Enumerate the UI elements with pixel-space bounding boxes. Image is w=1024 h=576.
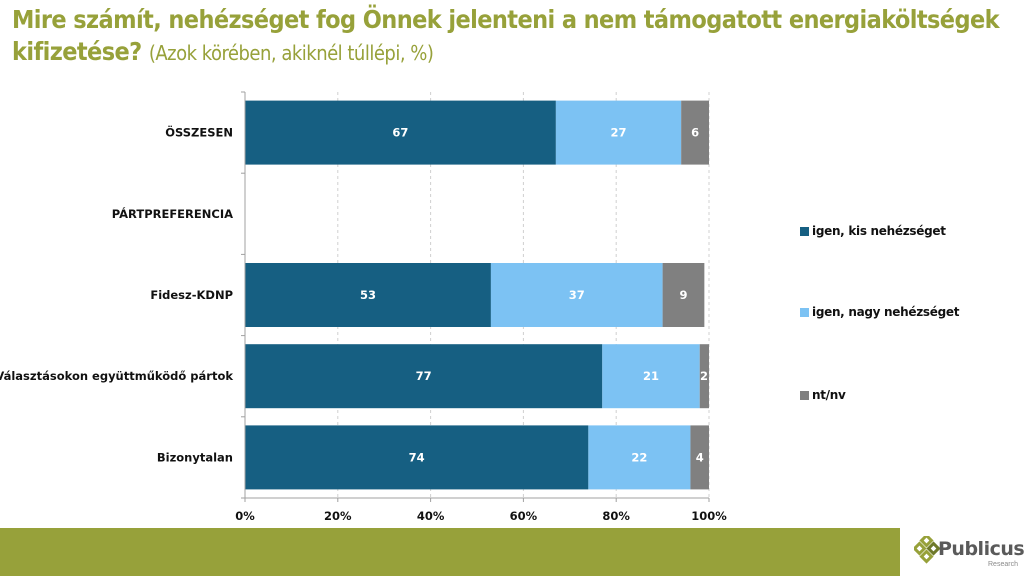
category-label: Bizonytalan (157, 450, 233, 464)
x-tick-label: 0% (235, 509, 255, 523)
data-label: 74 (409, 450, 425, 464)
title-main: Mire számít, nehézséget fog Önnek jelent… (12, 5, 1000, 66)
data-label: 77 (416, 369, 432, 383)
bar-segment (245, 263, 491, 327)
legend-label-ntnv: nt/nv (812, 388, 846, 402)
legend-swatch-ntnv (800, 390, 809, 400)
x-tick-label: 40% (417, 509, 445, 523)
x-tick-label: 60% (510, 509, 538, 523)
publicus-logo: Publicus Research (912, 530, 1024, 574)
legend-item-nagy: igen, nagy nehézséget (800, 305, 959, 319)
bar-segment (245, 425, 589, 490)
bar-segment (490, 263, 663, 327)
legend-label-nagy: igen, nagy nehézséget (812, 305, 960, 319)
legend-swatch-nagy (800, 307, 809, 317)
data-label: 21 (643, 369, 659, 383)
x-tick-label: 80% (602, 509, 630, 523)
category-label: PÁRTPREFERENCIA (112, 206, 233, 221)
bar-segment (681, 100, 709, 165)
data-label: 67 (392, 126, 408, 140)
legend-label-kis: igen, kis nehézséget (812, 224, 946, 238)
slide-title: Mire számít, nehézséget fog Önnek jelent… (12, 4, 1012, 69)
title-subtitle: (Azok körében, akiknél túllépi, %) (148, 41, 434, 65)
bar-segment (245, 100, 556, 165)
data-label: 27 (611, 126, 627, 140)
logo-text: Publicus (938, 538, 1024, 560)
data-label: 22 (631, 450, 647, 464)
legend-item-kis: igen, kis nehézséget (800, 224, 946, 238)
stacked-bar-chart: ÖSSZESEN 67 27 6 PÁRTPREFERENCIA Fidesz-KDNP 5… (0, 91, 727, 523)
bar-segment (690, 425, 709, 490)
bar-segment (245, 344, 603, 409)
bar-segment (699, 344, 709, 409)
logo-diamonds-icon (914, 536, 940, 564)
category-label: Fidesz-KDNP (150, 288, 233, 302)
category-label: ÖSSZESEN (165, 125, 233, 140)
x-tick-label: 20% (324, 509, 352, 523)
x-tick-label: 100% (691, 509, 727, 523)
legend-swatch-kis (800, 226, 809, 236)
data-label: 53 (360, 288, 376, 302)
legend-item-ntnv: nt/nv (800, 388, 846, 402)
bar-segment (662, 263, 705, 327)
data-label: 6 (691, 126, 699, 140)
category-label: Választásokon együttműködő pártok (0, 369, 233, 383)
data-label: 4 (696, 450, 704, 464)
footer-bar (0, 528, 900, 576)
logo-subtext: Research (988, 561, 1018, 568)
data-label: 2 (700, 369, 708, 383)
bar-segment (555, 100, 682, 165)
data-label: 37 (569, 288, 585, 302)
bar-segment (602, 344, 700, 409)
data-label: 9 (679, 288, 687, 302)
bar-segment (588, 425, 691, 490)
